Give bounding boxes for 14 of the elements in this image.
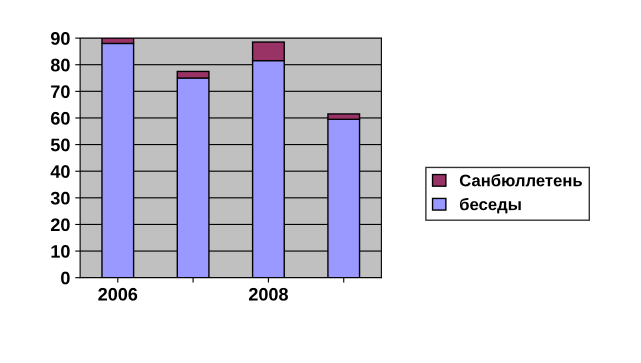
y-tick-label: 50 xyxy=(50,138,70,152)
y-tick-label: 40 xyxy=(50,165,70,178)
y-tick-label: 70 xyxy=(51,85,70,98)
y-tick-label: 10 xyxy=(51,245,70,258)
y-tick-label: 60 xyxy=(50,112,70,125)
x-tick-label: 2006 xyxy=(98,288,138,301)
y-tick-label: 90 xyxy=(50,32,70,45)
y-tick-label: 0 xyxy=(61,272,70,284)
y-tick-label: 80 xyxy=(50,58,70,72)
x-tick-label: 2008 xyxy=(248,288,288,301)
legend-label: беседы xyxy=(460,198,521,214)
y-tick-label: 30 xyxy=(50,192,70,205)
legend-label: Санбюллетень xyxy=(460,174,582,186)
y-tick-label: 20 xyxy=(50,218,70,232)
